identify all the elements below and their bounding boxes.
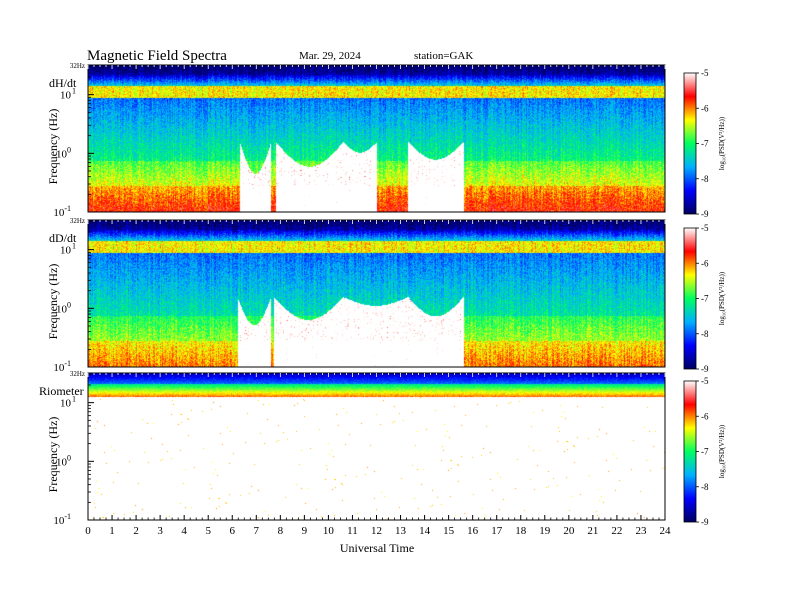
colorbar-tick-label: -8 [701, 329, 709, 339]
x-tick-label: 6 [230, 525, 236, 537]
x-tick-label: 18 [515, 525, 527, 537]
colorbar-tick-label: -7 [701, 294, 709, 304]
x-tick-label: 22 [611, 525, 622, 537]
colorbar-label: log₁₀(PSD(V²/Hz)) [718, 424, 726, 478]
x-tick-label: 21 [587, 525, 598, 537]
y-axis-label: Frequency (Hz) [46, 264, 60, 340]
channel-label: dD/dt [49, 231, 77, 245]
y-tick-label: 101 [60, 242, 76, 257]
x-tick-label: 12 [371, 525, 382, 537]
colorbar-tick-label: -5 [701, 68, 709, 78]
colorbar [683, 72, 697, 215]
x-tick-label: 0 [85, 525, 91, 537]
spectrogram-image [88, 220, 665, 367]
y-tick-label: 101 [60, 87, 76, 102]
station-label: station=GAK [414, 50, 473, 62]
y-tick-top: 32Hz [70, 370, 85, 378]
colorbar-tick-label: -9 [701, 209, 709, 219]
colorbar [683, 380, 697, 523]
x-tick-label: 20 [563, 525, 575, 537]
panel-1: dH/dt Frequency (Hz) 32Hz 101 100 10-1 -5 -6 -7 -… [46, 62, 726, 219]
x-tick-label: 5 [205, 525, 211, 537]
figure-date: Mar. 29, 2024 [299, 50, 361, 62]
x-tick-label: 8 [278, 525, 284, 537]
y-tick-label: 10-1 [53, 359, 71, 374]
y-tick-label: 100 [56, 453, 71, 468]
y-tick-label: 101 [60, 395, 76, 410]
y-tick-top: 32Hz [70, 62, 85, 70]
x-tick-label: 11 [347, 525, 358, 537]
x-axis-ticks: 0 1 2 3 4 5 6 7 8 9 10 11 12 13 14 15 16 17 18 19 20 21 22 23 24 [85, 515, 671, 537]
colorbar-tick-label: -7 [701, 447, 709, 457]
x-tick-label: 13 [395, 525, 407, 537]
x-tick-label: 2 [133, 525, 139, 537]
colorbar-tick-label: -6 [701, 258, 709, 268]
y-axis-label: Frequency (Hz) [46, 417, 60, 493]
colorbar-tick-label: -8 [701, 482, 709, 492]
spectrogram-panels: dH/dt Frequency (Hz) 32Hz 101 100 10-1 -5 -6 -7 -… [39, 62, 726, 527]
x-tick-label: 1 [109, 525, 115, 537]
x-tick-label: 9 [302, 525, 308, 537]
x-tick-label: 4 [181, 525, 187, 537]
colorbar-label: log₁₀(PSD(V²/Hz)) [718, 116, 726, 170]
colorbar-tick-label: -7 [701, 139, 709, 149]
colorbar-tick-label: -5 [701, 223, 709, 233]
colorbar-tick-label: -6 [701, 411, 709, 421]
colorbar-tick-label: -8 [701, 174, 709, 184]
x-tick-label: 23 [635, 525, 647, 537]
colorbar-tick-label: -5 [701, 376, 709, 386]
colorbar [683, 227, 697, 370]
colorbar-tick-label: -6 [701, 103, 709, 113]
colorbar-tick-label: -9 [701, 517, 709, 527]
y-tick-top: 32Hz [70, 217, 85, 225]
y-tick-label: 100 [56, 145, 71, 160]
y-axis-label: Frequency (Hz) [46, 109, 60, 185]
x-axis-label: Universal Time [340, 541, 414, 555]
figure-title: Magnetic Field Spectra [87, 48, 227, 64]
spectrogram-image [88, 65, 665, 212]
panel-2: dD/dt Frequency (Hz) 32Hz 101 100 10-1 -5 -6 -7 -… [46, 217, 726, 374]
channel-label: Riometer [39, 384, 84, 398]
colorbar-tick-label: -9 [701, 364, 709, 374]
y-tick-label: 10-1 [53, 512, 71, 527]
y-tick-label: 100 [56, 300, 71, 315]
x-tick-label: 24 [660, 525, 672, 537]
panel-3: Riometer Frequency (Hz) 32Hz 101 100 10-1 -5 -6… [39, 370, 726, 527]
y-tick-label: 10-1 [53, 204, 71, 219]
x-tick-label: 17 [491, 525, 503, 537]
x-tick-label: 19 [539, 525, 551, 537]
x-tick-label: 7 [254, 525, 260, 537]
x-tick-label: 15 [443, 525, 455, 537]
colorbar-label: log₁₀(PSD(V²/Hz)) [718, 271, 726, 325]
x-tick-label: 16 [467, 525, 479, 537]
x-tick-label: 3 [157, 525, 163, 537]
channel-label: dH/dt [49, 76, 77, 90]
x-tick-label: 10 [323, 525, 335, 537]
x-tick-label: 14 [419, 525, 431, 537]
spectrogram-image [88, 373, 665, 520]
